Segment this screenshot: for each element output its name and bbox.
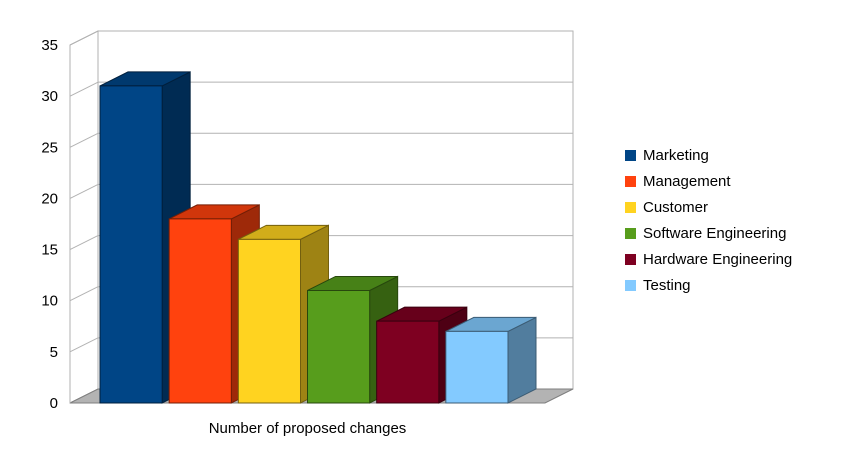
legend-label: Management — [643, 173, 731, 190]
legend-label: Hardware Engineering — [643, 251, 793, 268]
gridline-diagonal — [69, 132, 99, 148]
legend-swatch — [625, 254, 636, 265]
bar-side-face — [507, 316, 537, 404]
bar-front-face — [168, 218, 232, 404]
bar-front-face — [99, 85, 163, 404]
y-tick-label: 35 — [41, 37, 58, 54]
legend-swatch — [625, 202, 636, 213]
legend-item: Management — [625, 172, 792, 191]
y-tick-label: 30 — [41, 88, 58, 105]
legend-label: Testing — [643, 277, 691, 294]
gridline-diagonal — [69, 235, 99, 251]
legend-swatch — [625, 280, 636, 291]
legend-swatch — [625, 228, 636, 239]
legend-item: Marketing — [625, 146, 792, 165]
legend-label: Software Engineering — [643, 225, 787, 242]
bar-testing — [445, 316, 537, 404]
gridline-diagonal — [69, 30, 99, 46]
bar-front-face — [376, 320, 440, 404]
x-axis-title: Number of proposed changes — [208, 420, 407, 437]
y-tick-label: 15 — [41, 242, 58, 259]
legend-item: Testing — [625, 276, 792, 295]
gridline-diagonal — [69, 183, 99, 199]
legend-item: Hardware Engineering — [625, 250, 792, 269]
gridline-diagonal — [69, 286, 99, 302]
legend-swatch — [625, 150, 636, 161]
bar-front-face — [307, 289, 371, 404]
bar-chart-3d: 0 5 10 15 20 25 30 35 — [41, 30, 574, 412]
bar-front-face — [445, 330, 509, 404]
legend: Marketing Management Customer Software Engi… — [625, 146, 792, 295]
legend-item: Software Engineering — [625, 224, 792, 243]
legend-swatch — [625, 176, 636, 187]
legend-label: Customer — [643, 199, 709, 216]
y-tick-label: 0 — [50, 395, 58, 412]
chart-left-wall — [69, 30, 99, 404]
bar-front-face — [237, 238, 301, 404]
gridline-diagonal — [69, 337, 99, 353]
y-tick-label: 10 — [41, 293, 58, 310]
legend-item: Customer — [625, 198, 792, 217]
y-tick-label: 5 — [50, 344, 58, 361]
y-tick-label: 20 — [41, 190, 58, 207]
gridline-diagonal — [69, 81, 99, 97]
y-tick-label: 25 — [41, 139, 58, 156]
legend-label: Marketing — [643, 147, 709, 164]
